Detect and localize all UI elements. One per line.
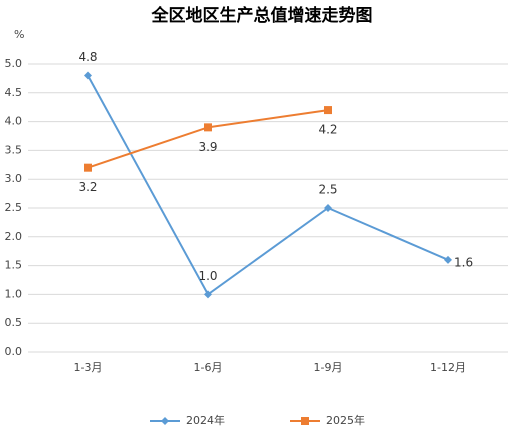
data-label: 3.9	[198, 140, 217, 154]
x-tick-label: 1-3月	[74, 361, 103, 374]
x-tick-label: 1-9月	[314, 361, 343, 374]
data-label: 1.0	[198, 269, 217, 283]
y-axis-label: %	[14, 28, 24, 41]
x-tick-label: 1-6月	[194, 361, 223, 374]
y-tick-label: 0.0	[5, 345, 23, 358]
marker	[84, 163, 92, 172]
y-tick-label: 0.5	[5, 316, 23, 329]
y-tick-label: 4.5	[5, 86, 23, 99]
marker	[324, 106, 332, 115]
y-tick-label: 5.0	[5, 57, 23, 70]
marker	[324, 204, 332, 212]
data-label: 4.2	[318, 123, 337, 137]
data-label: 2.5	[318, 183, 337, 197]
marker	[204, 123, 212, 132]
marker	[84, 71, 92, 80]
data-label: 3.2	[78, 180, 97, 194]
y-tick-label: 2.5	[5, 201, 23, 214]
y-tick-label: 3.5	[5, 143, 23, 156]
data-label: 4.8	[78, 50, 97, 64]
y-tick-label: 3.0	[5, 172, 23, 185]
y-tick-label: 1.5	[5, 259, 23, 272]
marker	[444, 255, 452, 264]
marker	[161, 417, 169, 425]
y-tick-label: 2.0	[5, 230, 23, 243]
marker	[204, 290, 212, 299]
chart-title: 全区地区生产总值增速走势图	[151, 5, 373, 26]
series-line	[87, 75, 449, 296]
y-tick-label: 1.0	[5, 287, 23, 300]
x-tick-label: 1-12月	[430, 361, 466, 374]
legend-label: 2024年	[186, 413, 225, 427]
legend-label: 2025年	[326, 413, 365, 427]
y-tick-label: 4.0	[5, 115, 23, 128]
data-label: 1.6	[454, 255, 473, 269]
marker	[301, 417, 309, 425]
